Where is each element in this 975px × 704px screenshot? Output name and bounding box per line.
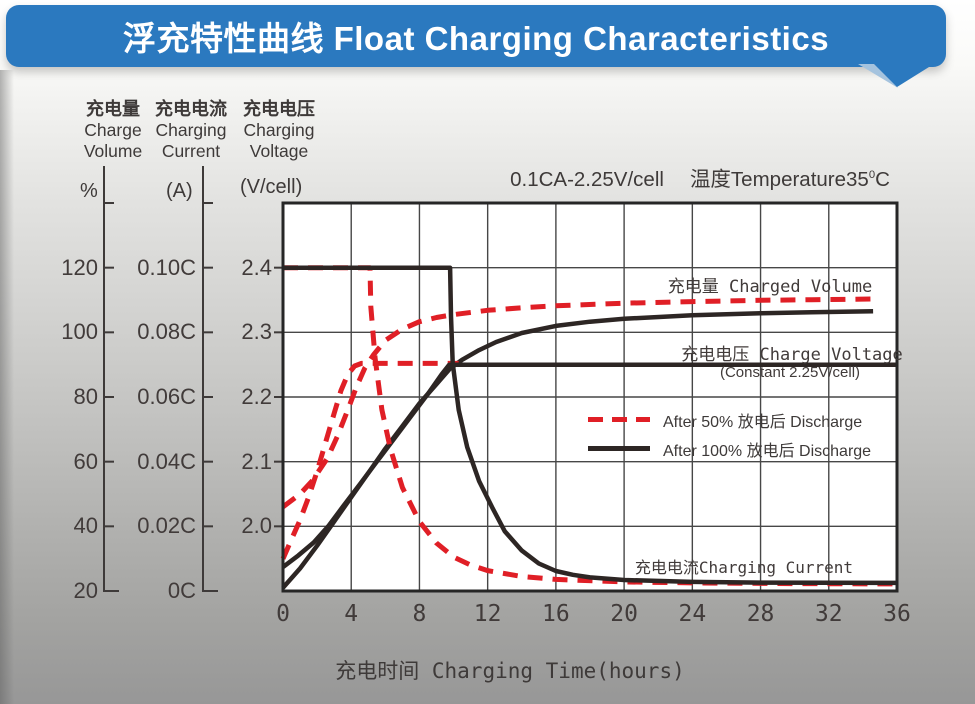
legend-label: After 50% 放电后 Discharge bbox=[663, 413, 863, 431]
banner-tail-icon bbox=[872, 62, 937, 87]
xtick: 16 bbox=[542, 601, 570, 627]
series-charging-current-after-100 bbox=[283, 265, 898, 586]
xtick: 32 bbox=[814, 601, 843, 627]
axis-header-charging-current: 充电电流 Charging Current bbox=[144, 98, 238, 162]
unit-v-per-cell: (V/cell) bbox=[240, 176, 303, 198]
ytick-voltage: 2.1 bbox=[241, 448, 272, 474]
ytick-current: 0.06C bbox=[137, 384, 196, 409]
ytick-current: 0.10C bbox=[137, 254, 196, 280]
header-banner: 浮充特性曲线 Float Charging Characteristics bbox=[6, 5, 946, 67]
ytick-voltage: 2.3 bbox=[241, 319, 272, 345]
axis-header-cn: 充电电流 bbox=[155, 99, 227, 119]
curve-label: 充电量 Charged Volume bbox=[667, 276, 873, 297]
axis-header-en: Charging bbox=[155, 120, 227, 140]
unit-percent: % bbox=[80, 180, 98, 202]
xtick: 28 bbox=[746, 601, 775, 627]
test-condition: 0.1CA-2.25V/cell 温度Temperature350C bbox=[510, 168, 890, 191]
ytick-volume: 20 bbox=[73, 578, 98, 603]
ytick-current: 0.08C bbox=[137, 319, 196, 345]
ytick-volume: 120 bbox=[61, 254, 98, 280]
xtick: 36 bbox=[883, 601, 911, 627]
curve-label: 充电电压 Charge Voltage bbox=[681, 344, 903, 365]
ytick-current: 0C bbox=[167, 578, 196, 603]
xtick: 8 bbox=[412, 601, 427, 627]
legend-item: After 100% 放电后 Discharge bbox=[588, 434, 871, 463]
xtick: 0 bbox=[276, 601, 290, 627]
axis-header-cn: 充电量 bbox=[86, 99, 140, 119]
legend-dashed-line-icon bbox=[588, 417, 650, 422]
ytick-volume: 60 bbox=[73, 448, 98, 474]
curve-label: 充电电流Charging Current bbox=[634, 557, 854, 577]
axis-header-en: Volume bbox=[83, 141, 143, 161]
curve-label: (Constant 2.25V/cell) bbox=[719, 364, 861, 382]
xtick: 12 bbox=[473, 601, 502, 627]
axis-header-en: Voltage bbox=[249, 141, 309, 161]
series-charge-voltage-after-50 bbox=[280, 360, 459, 560]
axis-header-en: Charge bbox=[84, 120, 142, 140]
xtick: 4 bbox=[344, 601, 359, 627]
plot-border bbox=[281, 201, 899, 593]
legend-label: After 100% 放电后 Discharge bbox=[663, 442, 872, 460]
legend-solid-line-icon bbox=[588, 446, 650, 451]
x-axis-title: 充电时间 Charging Time(hours) bbox=[335, 659, 685, 683]
unit-ampere: (A) bbox=[166, 180, 193, 202]
axis-header-en: Charging bbox=[243, 120, 315, 140]
ytick-volume: 80 bbox=[73, 384, 98, 409]
axis-header-en: Current bbox=[161, 141, 221, 161]
ytick-volume: 40 bbox=[73, 513, 98, 539]
ytick-voltage: 2.2 bbox=[241, 384, 272, 409]
ytick-current: 0.02C bbox=[137, 513, 196, 539]
series-charge-voltage-after-100 bbox=[281, 362, 897, 569]
axis-header-charge-volume: 充电量 Charge Volume bbox=[64, 98, 162, 162]
ytick-voltage: 2.4 bbox=[241, 254, 272, 280]
banner-tail-highlight bbox=[858, 64, 898, 88]
ytick-volume: 100 bbox=[61, 319, 98, 345]
page-title: 浮充特性曲线 Float Charging Characteristics bbox=[122, 20, 830, 57]
xtick: 20 bbox=[610, 601, 638, 627]
ytick-current: 0.04C bbox=[137, 448, 196, 474]
series-charged-volume-after-50 bbox=[281, 296, 874, 509]
axis-header-charging-voltage: 充电电压 Charging Voltage bbox=[230, 98, 328, 162]
xtick: 24 bbox=[678, 601, 707, 627]
axis-header-cn: 充电电压 bbox=[243, 99, 315, 119]
chart-legend: After 50% 放电后 Discharge After 100% 放电后 Di… bbox=[588, 405, 871, 463]
legend-item: After 50% 放电后 Discharge bbox=[588, 405, 871, 434]
ytick-voltage: 2.0 bbox=[241, 513, 272, 539]
